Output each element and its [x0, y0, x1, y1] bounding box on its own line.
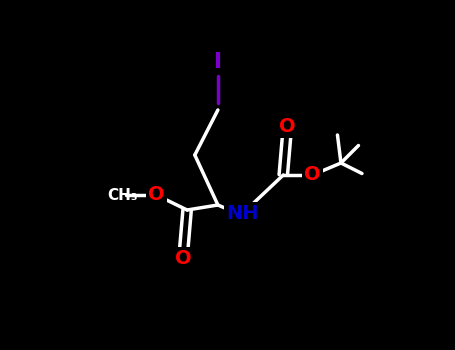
Text: NH: NH — [227, 204, 259, 223]
Text: O: O — [304, 166, 321, 184]
Text: O: O — [279, 117, 295, 136]
Text: O: O — [148, 186, 165, 204]
Text: CH₃: CH₃ — [107, 188, 137, 203]
Text: I: I — [214, 52, 222, 72]
Text: O: O — [175, 249, 192, 268]
